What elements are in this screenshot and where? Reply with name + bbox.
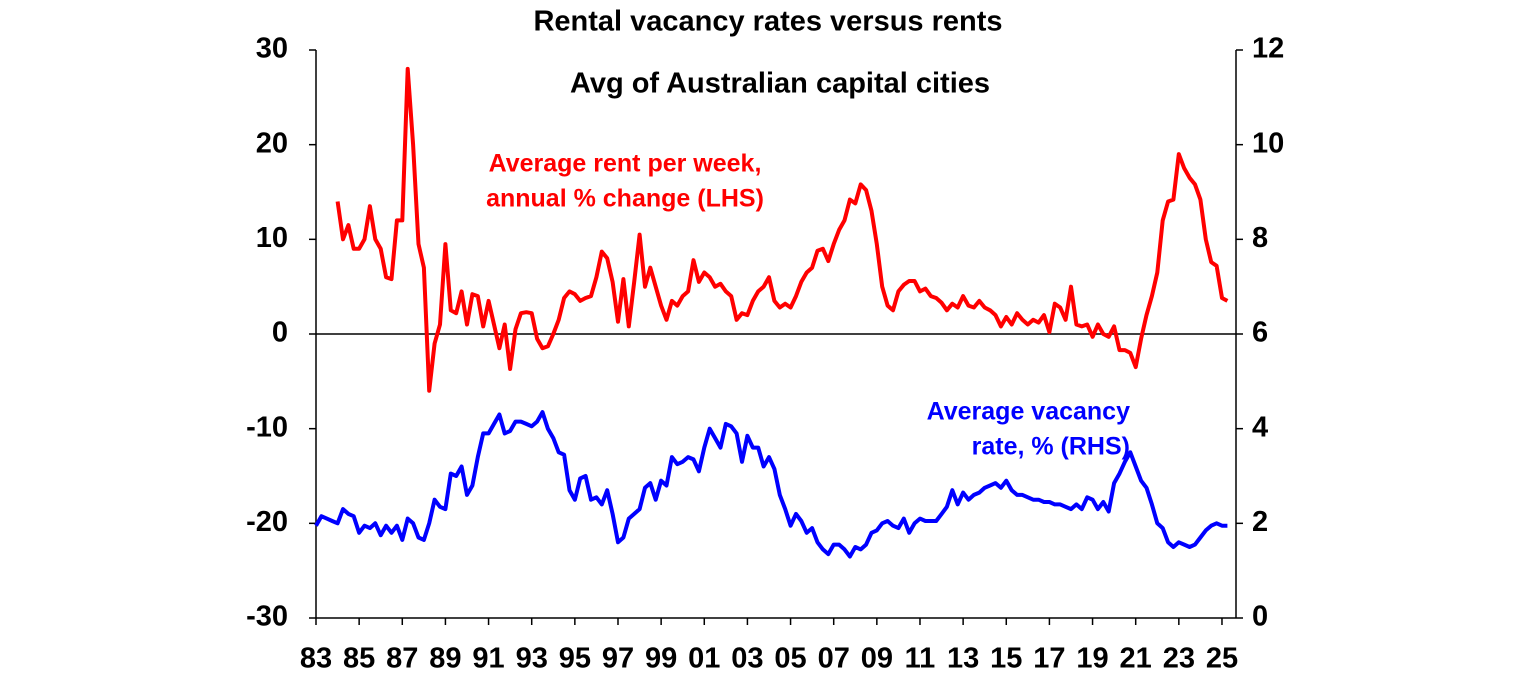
chart-subtitle: Avg of Australian capital cities bbox=[570, 68, 990, 100]
y-tick-label: 10 bbox=[256, 222, 288, 254]
y-tick-label: 0 bbox=[272, 317, 288, 349]
x-tick-label: 09 bbox=[861, 643, 893, 675]
x-tick-label: 95 bbox=[559, 643, 591, 675]
x-tick-label: 23 bbox=[1163, 643, 1195, 675]
x-tick-label: 97 bbox=[602, 643, 634, 675]
x-tick-label: 17 bbox=[1033, 643, 1065, 675]
chart-title: Rental vacancy rates versus rents bbox=[533, 6, 1002, 38]
series-label: Average rent per week, bbox=[489, 150, 762, 178]
x-tick-label: 03 bbox=[731, 643, 763, 675]
x-tick-label: 19 bbox=[1076, 643, 1108, 675]
x-tick-label: 21 bbox=[1120, 643, 1152, 675]
y2-tick-label: 6 bbox=[1252, 317, 1268, 349]
x-tick-label: 83 bbox=[300, 643, 332, 675]
series-label: Average vacancy bbox=[927, 398, 1130, 426]
y2-tick-label: 4 bbox=[1252, 411, 1268, 443]
x-tick-label: 25 bbox=[1206, 643, 1238, 675]
y-tick-label: -30 bbox=[246, 601, 288, 633]
series-label: annual % change (LHS) bbox=[486, 185, 764, 213]
x-tick-label: 07 bbox=[818, 643, 850, 675]
y-tick-label: 20 bbox=[256, 127, 288, 159]
y2-tick-label: 0 bbox=[1252, 601, 1268, 633]
y2-tick-label: 10 bbox=[1252, 127, 1284, 159]
x-tick-label: 13 bbox=[947, 643, 979, 675]
x-tick-label: 85 bbox=[343, 643, 375, 675]
y2-tick-label: 8 bbox=[1252, 222, 1268, 254]
y-tick-label: -20 bbox=[246, 506, 288, 538]
y2-tick-label: 2 bbox=[1252, 506, 1268, 538]
y2-tick-label: 12 bbox=[1252, 33, 1284, 65]
y-tick-label: -10 bbox=[246, 411, 288, 443]
x-tick-label: 99 bbox=[645, 643, 677, 675]
series-line bbox=[335, 66, 1229, 393]
series-label: rate, % (RHS) bbox=[972, 433, 1130, 461]
x-tick-label: 15 bbox=[990, 643, 1022, 675]
x-tick-label: 87 bbox=[386, 643, 418, 675]
y-tick-label: 30 bbox=[256, 33, 288, 65]
x-tick-label: 89 bbox=[429, 643, 461, 675]
x-tick-label: 93 bbox=[516, 643, 548, 675]
x-tick-label: 91 bbox=[472, 643, 504, 675]
x-tick-label: 11 bbox=[905, 643, 936, 675]
series-line bbox=[314, 410, 1228, 559]
x-tick-label: 01 bbox=[688, 643, 720, 675]
x-tick-label: 05 bbox=[774, 643, 806, 675]
